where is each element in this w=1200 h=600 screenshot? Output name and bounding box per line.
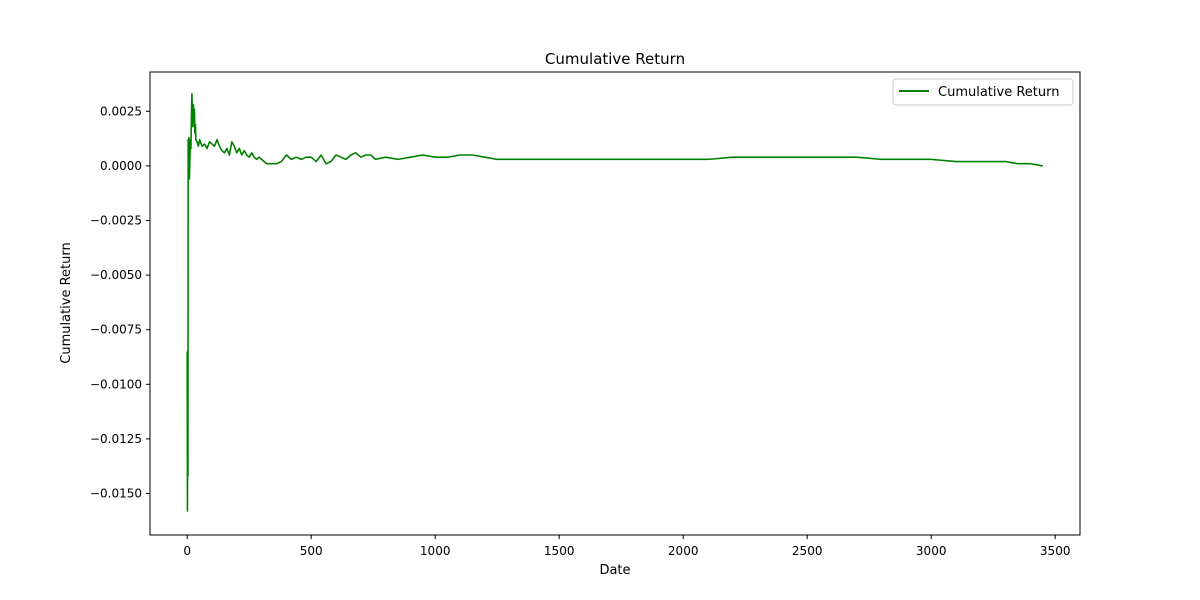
y-tick-label: −0.0075 [90,323,142,337]
y-tick-label: −0.0025 [90,214,142,228]
x-tick-label: 3000 [916,544,947,558]
y-tick-label: 0.0000 [100,159,142,173]
x-tick-label: 1000 [420,544,451,558]
x-tick-label: 500 [300,544,323,558]
x-tick-label: 0 [183,544,191,558]
legend-label: Cumulative Return [938,85,1059,100]
plot-area [150,72,1080,535]
x-tick-label: 3500 [1040,544,1071,558]
x-tick-label: 2500 [792,544,823,558]
series-line-0 [186,93,1043,512]
y-tick-label: −0.0050 [90,268,142,282]
x-tick-label: 1500 [544,544,575,558]
x-axis-label: Date [599,563,630,578]
y-tick-label: 0.0025 [100,104,142,118]
plot-frame [149,71,1081,536]
y-tick-label: −0.0125 [90,432,142,446]
legend: Cumulative Return [892,78,1074,106]
y-tick-label: −0.0150 [90,487,142,501]
y-axis-label: Cumulative Return [59,242,74,363]
y-axis-ticks: 0.0025 0.0000 −0.0025 −0.0050 −0.0075 −0.0100… [90,104,150,501]
series-layer [186,93,1043,512]
x-tick-label: 2000 [668,544,699,558]
x-axis-ticks: 0 500 1000 1500 2000 2500 3000 3500 [183,535,1070,558]
legend-box [892,78,1074,106]
y-tick-label: −0.0100 [90,377,142,391]
chart-title: Cumulative Return [545,50,685,68]
